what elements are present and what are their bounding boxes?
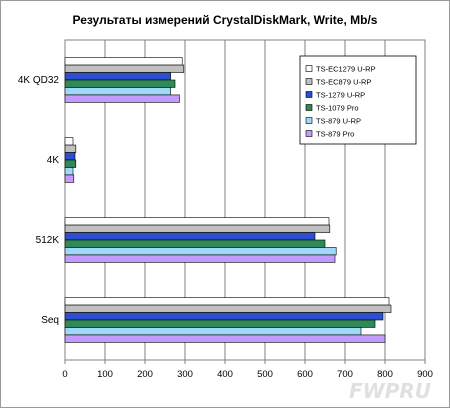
category-label: 4K QD32 xyxy=(18,75,60,86)
legend-label: TS-EC879 U-RP xyxy=(316,78,371,87)
bar xyxy=(64,94,180,103)
x-tick-label: 800 xyxy=(377,369,393,380)
x-tick-label: 100 xyxy=(97,369,113,380)
x-axis-ticks: 0 100 200 300 400 500 600 700 800 900 xyxy=(62,360,433,380)
bar xyxy=(64,167,74,176)
watermark: FWPRU xyxy=(349,379,431,403)
legend-label: TS-EC1279 U-RP xyxy=(316,65,376,74)
x-tick-label: 300 xyxy=(177,369,193,380)
legend-box xyxy=(299,55,417,145)
bars xyxy=(64,57,392,343)
bar xyxy=(64,79,176,88)
bar xyxy=(64,254,336,263)
x-tick-label: 900 xyxy=(417,369,433,380)
bar xyxy=(64,57,183,66)
legend-label: TS-1279 U-RP xyxy=(316,91,365,100)
legend: TS-EC1279 U-RP TS-EC879 U-RP TS-1279 U-RP T… xyxy=(299,55,417,145)
bar xyxy=(64,247,337,256)
bar xyxy=(64,144,77,153)
legend-swatch xyxy=(305,78,313,85)
legend-swatch xyxy=(305,117,313,124)
bar xyxy=(64,334,386,343)
x-tick-label: 500 xyxy=(257,369,273,380)
bar xyxy=(64,64,185,73)
category-label: 4K xyxy=(47,155,60,166)
bar xyxy=(64,72,171,81)
category-labels: 4K QD32 4K 512K Seq xyxy=(18,75,60,326)
bar xyxy=(64,304,392,313)
bar xyxy=(64,319,376,328)
bar xyxy=(64,232,316,241)
bar xyxy=(64,224,331,233)
legend-label: TS-1079 Pro xyxy=(316,104,359,113)
x-tick-label: 700 xyxy=(337,369,353,380)
legend-label: TS-879 U-RP xyxy=(316,117,361,126)
legend-swatch xyxy=(305,130,313,137)
x-tick-label: 200 xyxy=(137,369,153,380)
bar xyxy=(64,297,390,306)
legend-swatch xyxy=(305,91,313,98)
bar xyxy=(64,152,76,161)
legend-swatch xyxy=(305,104,313,111)
bar xyxy=(64,217,330,226)
bar xyxy=(64,87,171,96)
chart-title: Результаты измерений CrystalDiskMark, Wr… xyxy=(73,13,378,27)
x-tick-label: 400 xyxy=(217,369,233,380)
x-tick-label: 0 xyxy=(62,369,67,380)
bar xyxy=(64,312,384,321)
bar xyxy=(64,239,326,248)
bar xyxy=(64,159,77,168)
bar xyxy=(64,174,75,183)
legend-swatch xyxy=(305,65,313,72)
bar xyxy=(64,137,74,146)
bar xyxy=(64,327,362,336)
x-tick-label: 600 xyxy=(297,369,313,380)
category-label: Seq xyxy=(41,315,59,326)
category-label: 512K xyxy=(36,235,60,246)
legend-label: TS-879 Pro xyxy=(316,130,354,139)
